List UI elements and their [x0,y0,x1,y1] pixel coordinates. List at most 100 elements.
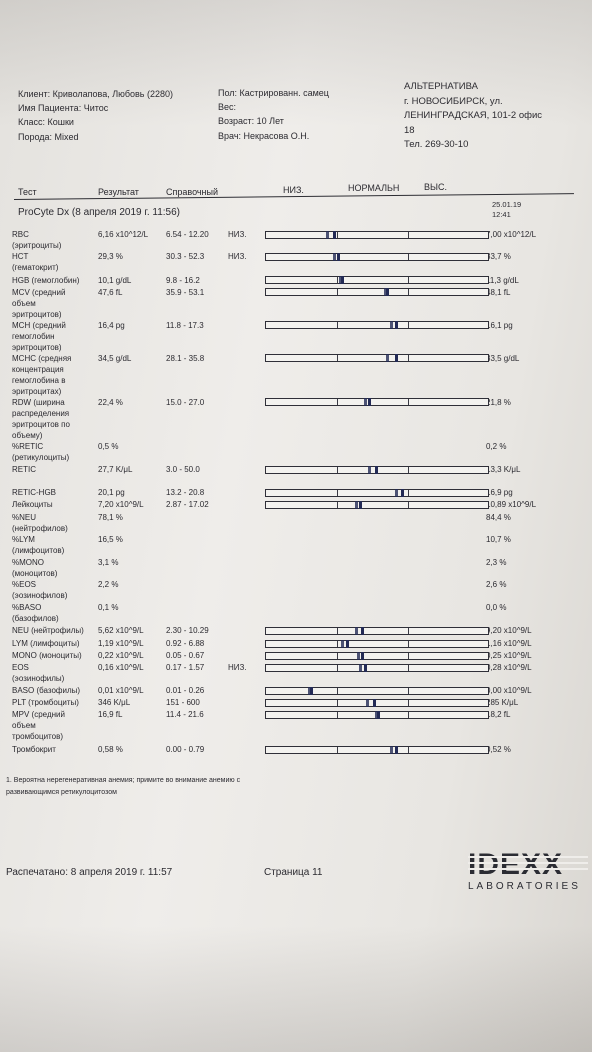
low-flag: НИЗ. [228,230,247,239]
test-name: (ретикулоциты) [12,453,70,462]
range-bar [265,664,489,672]
range-divider [408,747,409,753]
test-name: MONO (моноциты) [12,651,82,660]
range-divider [408,665,409,671]
test-name: объем [12,721,36,730]
test-name: (лимфоцитов) [12,546,65,555]
previous-marker [375,711,378,719]
range-divider [408,355,409,361]
result-marker [361,627,364,635]
previous-marker [390,321,393,329]
previous-value: 0,25 x10^9/L [486,651,532,660]
test-name: (нейтрофилов) [12,524,68,533]
reference-range: 0.01 - 0.26 [166,686,205,695]
footnote-line-2: развивающимся ретикулоцитозом [6,789,117,796]
range-bar [265,321,489,329]
previous-value: 2,3 % [486,558,507,567]
previous-marker [390,746,393,754]
range-bar [265,501,489,509]
test-name: EOS [12,663,29,672]
reference-range: 2.30 - 10.29 [166,626,209,635]
analyzer-title: ProCyte Dx (8 апреля 2019 г. 11:56) [18,207,180,218]
breed-field: Порода: Mixed [18,132,79,142]
previous-value: 10,89 x10^9/L [486,500,537,509]
range-divider [337,467,338,473]
range-divider [337,490,338,496]
result-marker [386,288,389,296]
test-name: BASO (базофилы) [12,686,81,695]
class-field: Класс: Кошки [18,117,74,127]
test-name: Тромбокрит [12,745,56,754]
reference-range: 0.00 - 0.79 [166,745,205,754]
range-divider [408,502,409,508]
sex-field: Пол: Кастрированн. самец [218,88,329,98]
previous-value: 2,6 % [486,580,507,589]
test-name: гемоглобин [12,332,55,341]
range-divider [337,665,338,671]
result-value: 16,5 % [98,535,123,544]
previous-marker [341,640,344,648]
reference-range: 6.54 - 12.20 [166,230,209,239]
previous-marker [326,231,329,239]
result-value: 34,5 g/dL [98,354,132,363]
test-name: %RETIC [12,442,44,451]
previous-marker [333,253,336,261]
range-bar [265,398,489,406]
col-high: ВЫС. [424,182,447,192]
range-divider [408,641,409,647]
weight-field: Вес: [218,102,237,112]
previous-value: 84,4 % [486,513,511,522]
result-value: 29,3 % [98,252,123,261]
previous-marker [384,288,387,296]
result-value: 0,5 % [98,442,119,451]
col-normal: НОРМАЛЬН [348,183,400,193]
result-value: 0,58 % [98,745,123,754]
result-value: 6,16 x10^12/L [98,230,149,239]
test-name: объему) [12,431,43,440]
result-value: 16,9 fL [98,710,123,719]
low-flag: НИЗ. [228,663,247,672]
range-divider [408,712,409,718]
age-field: Возраст: 10 Лет [218,116,284,126]
range-bar [265,652,489,660]
test-name: NEU (нейтрофилы) [12,626,84,635]
range-bar [265,687,489,695]
range-bar [265,466,489,474]
previous-value: 0,52 % [486,745,511,754]
result-marker [341,276,344,284]
reference-range: 0.92 - 6.88 [166,639,205,648]
range-divider [337,653,338,659]
test-name: Лейкоциты [12,500,53,509]
test-name: %BASO [12,603,42,612]
result-value: 27,7 K/μL [98,465,133,474]
result-marker [361,652,364,660]
result-value: 78,1 % [98,513,123,522]
result-marker [337,253,340,261]
previous-marker [386,354,389,362]
previous-marker [339,276,342,284]
range-divider [337,399,338,405]
range-divider [408,254,409,260]
previous-value: 7,00 x10^12/L [486,230,537,239]
test-name: %MONO [12,558,44,567]
test-name: HCT [12,252,29,261]
range-divider [408,628,409,634]
result-marker [373,699,376,707]
reference-range: 13.2 - 20.8 [166,488,205,497]
previous-marker [364,398,367,406]
previous-value: 16,9 pg [486,488,513,497]
result-value: 2,2 % [98,580,119,589]
range-bar [265,253,489,261]
range-bar [265,276,489,284]
range-divider [408,490,409,496]
previous-marker [359,664,362,672]
range-bar [265,354,489,362]
range-divider [337,502,338,508]
test-name: (гематокрит) [12,263,59,272]
result-value: 1,19 x10^9/L [98,639,144,648]
reference-range: 9.8 - 16.2 [166,276,200,285]
previous-value: 0,2 % [486,442,507,451]
previous-value: 13,3 K/μL [486,465,521,474]
previous-value: 33,7 % [486,252,511,261]
